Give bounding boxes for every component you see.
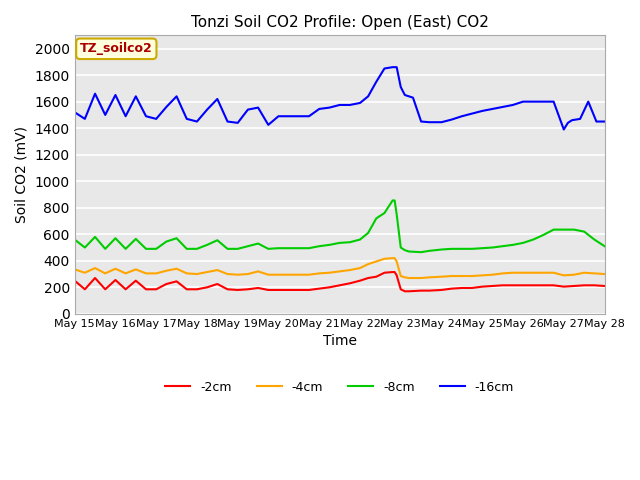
Text: TZ_soilco2: TZ_soilco2 <box>80 42 153 55</box>
Title: Tonzi Soil CO2 Profile: Open (East) CO2: Tonzi Soil CO2 Profile: Open (East) CO2 <box>191 15 488 30</box>
X-axis label: Time: Time <box>323 334 356 348</box>
Y-axis label: Soil CO2 (mV): Soil CO2 (mV) <box>15 126 29 223</box>
Legend: -2cm, -4cm, -8cm, -16cm: -2cm, -4cm, -8cm, -16cm <box>160 376 519 399</box>
